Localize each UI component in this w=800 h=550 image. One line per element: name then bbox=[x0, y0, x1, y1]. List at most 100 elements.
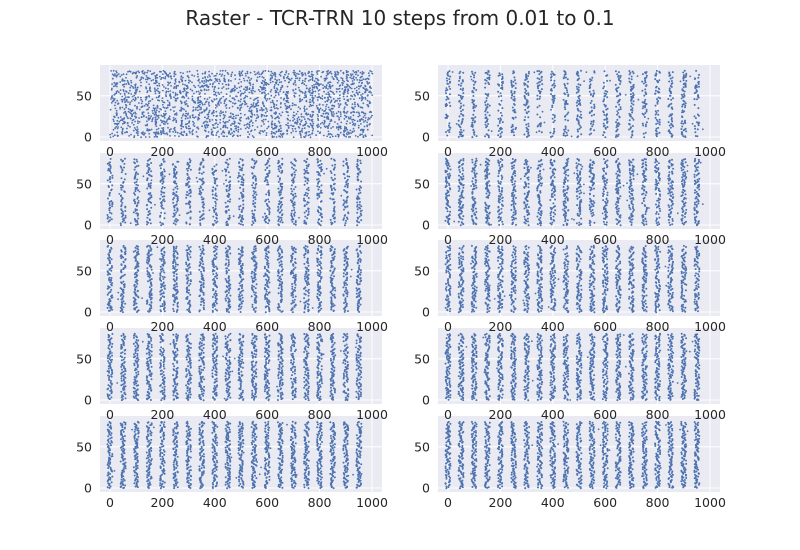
spike bbox=[174, 471, 177, 474]
spike bbox=[265, 347, 268, 350]
spike bbox=[265, 438, 268, 441]
spike bbox=[250, 460, 253, 463]
spike bbox=[593, 454, 596, 457]
spike bbox=[136, 464, 139, 467]
spike bbox=[109, 472, 112, 475]
spike bbox=[356, 444, 359, 447]
spike bbox=[293, 426, 296, 429]
spike bbox=[475, 425, 478, 428]
spike bbox=[536, 470, 539, 473]
spike bbox=[358, 369, 361, 372]
spike bbox=[668, 445, 671, 448]
spike bbox=[253, 340, 256, 343]
spike bbox=[110, 345, 113, 348]
spike bbox=[241, 474, 244, 477]
spike bbox=[135, 397, 138, 400]
spike bbox=[123, 391, 126, 394]
spike bbox=[146, 438, 149, 441]
spike bbox=[537, 486, 539, 489]
spike bbox=[488, 452, 491, 455]
spike bbox=[605, 437, 608, 440]
spike bbox=[308, 385, 310, 388]
spike bbox=[642, 430, 645, 433]
spike bbox=[211, 421, 214, 423]
spike bbox=[174, 351, 177, 353]
spike bbox=[225, 362, 228, 365]
spike bbox=[484, 475, 487, 478]
spike bbox=[501, 485, 504, 488]
spike bbox=[525, 420, 527, 423]
spike bbox=[281, 458, 283, 461]
spike bbox=[563, 458, 565, 461]
spike bbox=[629, 461, 632, 464]
spike bbox=[470, 472, 472, 475]
spike bbox=[303, 486, 306, 489]
spike bbox=[201, 344, 203, 347]
spike bbox=[226, 366, 229, 369]
spike bbox=[357, 365, 360, 368]
spike bbox=[526, 459, 529, 462]
spike bbox=[316, 391, 319, 394]
spike bbox=[185, 375, 188, 378]
spike bbox=[212, 366, 215, 369]
spike bbox=[564, 425, 567, 428]
spike bbox=[357, 475, 360, 478]
spike bbox=[145, 435, 148, 438]
spike bbox=[461, 440, 464, 443]
spike bbox=[293, 372, 296, 375]
spike bbox=[334, 461, 336, 464]
spike bbox=[628, 480, 631, 483]
spike bbox=[344, 425, 347, 428]
spike bbox=[305, 388, 308, 391]
spike bbox=[307, 374, 310, 377]
spike bbox=[685, 477, 688, 479]
spike bbox=[252, 472, 255, 474]
spike bbox=[487, 440, 490, 443]
spike bbox=[345, 423, 348, 426]
spike bbox=[134, 352, 137, 354]
spike bbox=[359, 391, 362, 394]
spike bbox=[163, 367, 166, 370]
spike bbox=[202, 360, 205, 363]
spike bbox=[628, 431, 631, 434]
spike bbox=[449, 452, 452, 455]
spike bbox=[107, 347, 110, 349]
spike bbox=[135, 465, 138, 468]
spike bbox=[671, 427, 674, 430]
spike bbox=[644, 432, 647, 435]
spike bbox=[123, 470, 125, 473]
spike bbox=[316, 469, 319, 472]
spike bbox=[357, 425, 360, 428]
spike bbox=[160, 462, 163, 465]
spike bbox=[563, 430, 566, 432]
spike bbox=[226, 340, 229, 343]
spike bbox=[265, 383, 268, 386]
spike bbox=[356, 483, 359, 486]
spike bbox=[294, 471, 296, 474]
spike bbox=[358, 470, 361, 473]
spike bbox=[358, 443, 361, 445]
spike bbox=[267, 426, 270, 429]
spike bbox=[107, 473, 110, 476]
spike bbox=[109, 485, 112, 488]
spike bbox=[213, 474, 216, 476]
spike bbox=[189, 483, 192, 485]
spike bbox=[200, 445, 203, 448]
spike bbox=[133, 422, 136, 425]
spike bbox=[360, 393, 362, 396]
spike bbox=[576, 434, 579, 437]
spike bbox=[656, 482, 659, 485]
spike bbox=[216, 346, 219, 349]
spike bbox=[538, 433, 541, 436]
spike bbox=[604, 424, 607, 427]
spike bbox=[264, 336, 266, 339]
spike bbox=[316, 433, 319, 436]
spike bbox=[316, 477, 319, 480]
spike bbox=[617, 453, 620, 456]
spike bbox=[359, 336, 362, 339]
spike bbox=[278, 483, 280, 486]
spike bbox=[189, 362, 192, 364]
spike bbox=[307, 371, 310, 374]
spike bbox=[538, 459, 541, 462]
spike bbox=[173, 442, 176, 445]
